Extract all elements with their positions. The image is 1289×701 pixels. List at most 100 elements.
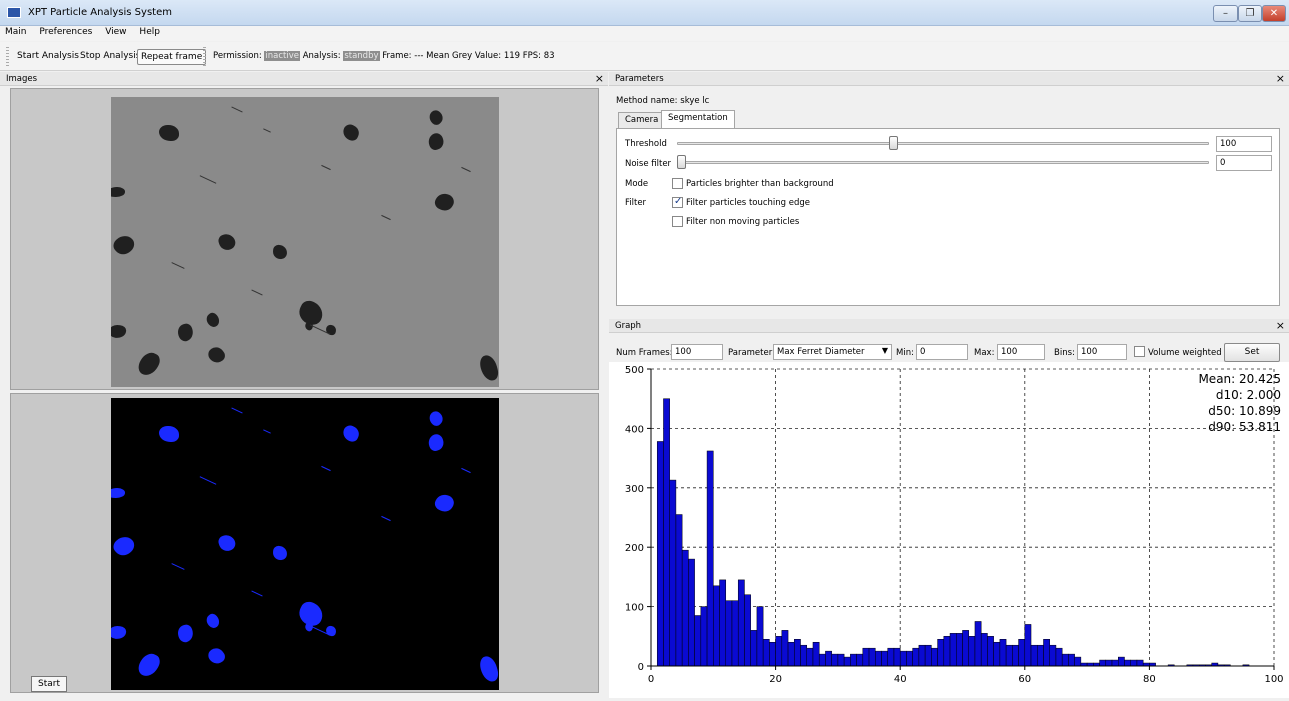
- segmented-image: [111, 398, 499, 690]
- num-frames-label: Num Frames:: [616, 348, 673, 358]
- histogram-bar: [1030, 644, 1038, 667]
- particle: [426, 408, 446, 429]
- histogram-bar: [706, 450, 714, 667]
- images-dock-title: Images: [6, 74, 38, 84]
- set-button[interactable]: Set: [1224, 343, 1280, 362]
- num-frames-input[interactable]: 100: [671, 344, 723, 360]
- mode-option-label[interactable]: Particles brighter than background: [686, 179, 834, 189]
- filter-edge-label[interactable]: Filter particles touching edge: [686, 198, 811, 208]
- noise-filter-spinbox[interactable]: 0: [1216, 155, 1272, 171]
- segmented-image-pane: [10, 393, 599, 693]
- particle: [111, 231, 138, 259]
- min-input[interactable]: 0: [916, 344, 968, 360]
- particle: [216, 532, 238, 554]
- parameter-dropdown[interactable]: Max Ferret Diameter ▼: [773, 344, 892, 360]
- particle: [325, 324, 337, 336]
- histogram-bar: [956, 633, 963, 667]
- bins-input[interactable]: 100: [1077, 344, 1127, 360]
- scratch: [461, 166, 471, 173]
- histogram-bar: [837, 653, 845, 667]
- tab-segmentation[interactable]: Segmentation: [661, 110, 735, 128]
- graph-dock-header: Graph ×: [609, 319, 1289, 333]
- tab-camera[interactable]: Camera: [618, 112, 666, 128]
- histogram-bar: [663, 398, 670, 667]
- graph-close-icon[interactable]: ×: [1275, 319, 1285, 332]
- histogram-bar: [843, 656, 851, 667]
- histogram-bar: [999, 639, 1007, 667]
- histogram-bar: [744, 594, 751, 667]
- scratch: [381, 214, 391, 221]
- histogram-bar: [756, 606, 764, 667]
- maximize-button[interactable]: ❐: [1238, 5, 1262, 22]
- filter-edge-checkbox[interactable]: [672, 196, 683, 208]
- histogram-bar: [831, 653, 839, 667]
- x-tick-label: 40: [894, 674, 907, 685]
- particle: [477, 654, 499, 684]
- menu-bar: Main Preferences View Help: [0, 26, 1289, 41]
- method-name: Method name: skye lc: [616, 96, 709, 106]
- histogram-bar: [918, 644, 926, 667]
- histogram-bar: [1111, 659, 1119, 667]
- histogram-bar: [825, 650, 832, 667]
- histogram-svg: 0 20 40 60 80 100 0 100 200 300 400 500 Mean: 20.425…: [625, 365, 1284, 685]
- menu-preferences[interactable]: Preferences: [39, 27, 93, 37]
- close-window-button[interactable]: ✕: [1262, 5, 1286, 22]
- histogram-bar: [862, 647, 870, 667]
- threshold-label: Threshold: [625, 139, 667, 149]
- start-analysis-button[interactable]: Start Analysis: [17, 51, 79, 61]
- noise-filter-slider[interactable]: [677, 161, 1209, 164]
- histogram-bar: [681, 549, 689, 667]
- parameters-close-icon[interactable]: ×: [1275, 72, 1285, 85]
- particle: [216, 231, 238, 253]
- menu-main[interactable]: Main: [5, 27, 27, 37]
- x-tick-label: 20: [769, 674, 782, 685]
- noise-filter-slider-handle[interactable]: [677, 155, 686, 169]
- max-label: Max:: [974, 348, 995, 358]
- particle: [272, 545, 288, 561]
- volume-weighted-checkbox[interactable]: [1134, 346, 1145, 357]
- histogram-bar: [868, 647, 876, 667]
- histogram-bar: [1018, 639, 1026, 667]
- histogram-bar: [1037, 644, 1044, 667]
- histogram-bar: [719, 579, 727, 667]
- analysis-value: standby: [343, 51, 380, 61]
- scratch: [199, 175, 217, 184]
- images-close-icon[interactable]: ×: [594, 72, 604, 85]
- threshold-slider[interactable]: [677, 142, 1209, 145]
- histogram-bar: [1068, 653, 1075, 667]
- histogram-bar: [906, 650, 913, 667]
- filter-moving-checkbox[interactable]: [672, 216, 683, 227]
- mode-label: Mode: [625, 179, 649, 189]
- scratch: [263, 429, 271, 434]
- histogram-bar: [931, 647, 938, 667]
- histogram-bar: [1136, 659, 1144, 667]
- parameter-label: Parameter: [728, 348, 773, 358]
- histogram-bar: [980, 633, 988, 667]
- mode-checkbox[interactable]: [672, 178, 683, 189]
- toolbar-grip[interactable]: [6, 47, 9, 67]
- filter-moving-label[interactable]: Filter non moving particles: [686, 217, 800, 227]
- histogram-bar: [781, 630, 789, 667]
- volume-weighted-label[interactable]: Volume weighted: [1148, 348, 1222, 358]
- max-input[interactable]: 100: [997, 344, 1045, 360]
- histogram-bar: [731, 600, 739, 667]
- threshold-spinbox[interactable]: 100: [1216, 136, 1272, 152]
- permission-label: Permission:: [213, 51, 262, 61]
- menu-view[interactable]: View: [105, 27, 127, 37]
- threshold-slider-handle[interactable]: [888, 136, 898, 150]
- toolbar-grip-2[interactable]: [203, 47, 206, 67]
- scratch: [381, 515, 391, 522]
- histogram-bar: [893, 647, 901, 667]
- particle: [111, 186, 126, 198]
- parameters-dock-header: Parameters ×: [609, 72, 1289, 86]
- particle: [205, 344, 228, 366]
- scratch: [321, 164, 331, 171]
- stop-analysis-button[interactable]: Stop Analysis: [80, 51, 141, 61]
- menu-help[interactable]: Help: [139, 27, 160, 37]
- particle: [203, 611, 223, 631]
- minimize-button[interactable]: –: [1213, 5, 1238, 22]
- particle: [135, 650, 163, 680]
- graph-dock-title: Graph: [615, 321, 642, 331]
- histogram-bar: [1074, 656, 1082, 667]
- repeat-frame-button[interactable]: Repeat frame: [137, 49, 207, 65]
